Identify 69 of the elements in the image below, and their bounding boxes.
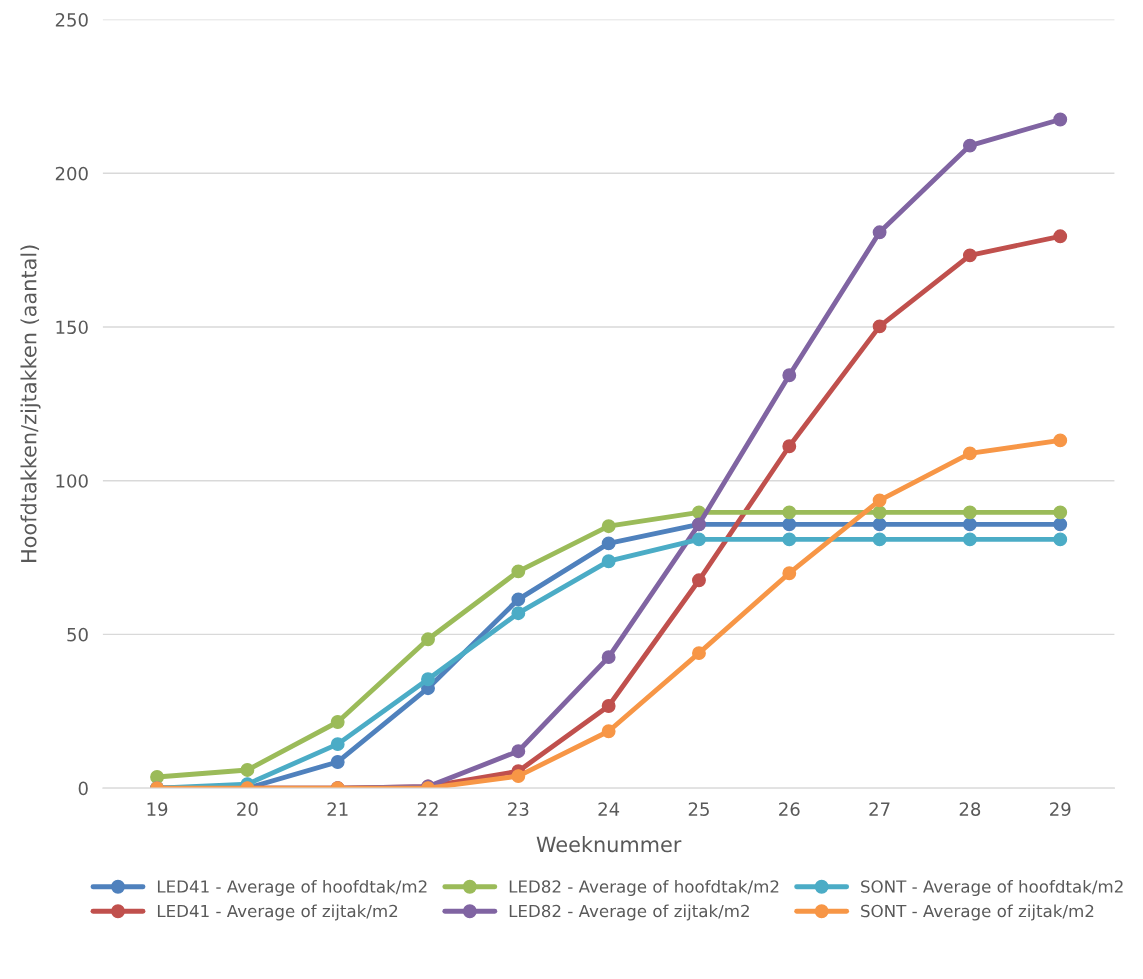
x-tick-label: 26	[779, 802, 800, 816]
point	[962, 532, 977, 547]
x-tick-label: 28	[959, 802, 981, 816]
point	[601, 724, 616, 739]
point	[421, 632, 435, 647]
point	[872, 225, 887, 240]
point	[962, 505, 977, 520]
y-tick-label: 0	[78, 781, 88, 796]
point	[872, 532, 887, 547]
x-tick-label: 19	[147, 802, 168, 816]
x-tick-label: 20	[237, 802, 258, 816]
point	[511, 564, 526, 579]
x-tick-label: 21	[327, 802, 348, 816]
point	[330, 715, 345, 729]
y-axis-title: Hoofdtakken/zijtakken (aantal)	[20, 245, 41, 562]
legend-label: SONT - Average of hoofdtak/m2	[861, 879, 1123, 897]
point	[692, 646, 706, 661]
point	[782, 532, 797, 547]
point	[962, 446, 977, 461]
point	[601, 519, 616, 534]
point	[782, 368, 797, 383]
point	[962, 138, 977, 153]
point	[1053, 229, 1068, 244]
point	[872, 505, 887, 520]
point	[872, 493, 887, 508]
point	[1053, 517, 1068, 532]
point	[872, 319, 887, 334]
point	[962, 248, 977, 263]
point	[1053, 505, 1068, 520]
point	[330, 737, 345, 752]
point	[692, 532, 706, 547]
x-tick-label: 24	[598, 802, 620, 816]
point	[330, 755, 345, 769]
point	[692, 573, 706, 588]
y-tick-label: 100	[56, 474, 88, 488]
point	[962, 517, 977, 532]
legend-label: LED41 - Average of zijtak/m2	[157, 904, 398, 921]
x-tick-label: 29	[1050, 802, 1071, 816]
point	[421, 672, 435, 687]
x-tick-label: 23	[508, 802, 529, 816]
x-tick-label: 27	[869, 802, 890, 816]
y-tick-label: 150	[56, 320, 88, 335]
legend-label: SONT - Average of zijtak/m2	[861, 904, 1094, 921]
legend-label: LED82 - Average of zijtak/m2	[509, 904, 749, 921]
point	[601, 536, 616, 551]
point	[240, 763, 255, 777]
legend-label: LED41 - Average of hoofdtak/m2	[157, 879, 427, 897]
x-axis-title: Weeknummer	[536, 836, 682, 853]
y-tick-label: 250	[55, 13, 88, 27]
point	[1053, 433, 1068, 448]
point	[601, 554, 616, 569]
point	[601, 650, 616, 665]
point	[1053, 532, 1068, 547]
y-tick-label: 200	[55, 166, 88, 181]
point	[511, 769, 526, 784]
y-tick-label: 50	[67, 627, 88, 642]
point	[511, 744, 526, 759]
point	[511, 592, 526, 607]
point	[782, 439, 797, 454]
x-tick-label: 22	[417, 802, 438, 816]
point	[782, 505, 797, 520]
point	[782, 517, 797, 532]
legend-label: LED82 - Average of hoofdtak/m2	[509, 879, 779, 897]
point	[872, 517, 887, 532]
point	[1053, 112, 1068, 127]
point	[782, 566, 797, 581]
point	[601, 699, 616, 713]
point	[511, 606, 526, 621]
x-tick-label: 25	[688, 802, 709, 816]
